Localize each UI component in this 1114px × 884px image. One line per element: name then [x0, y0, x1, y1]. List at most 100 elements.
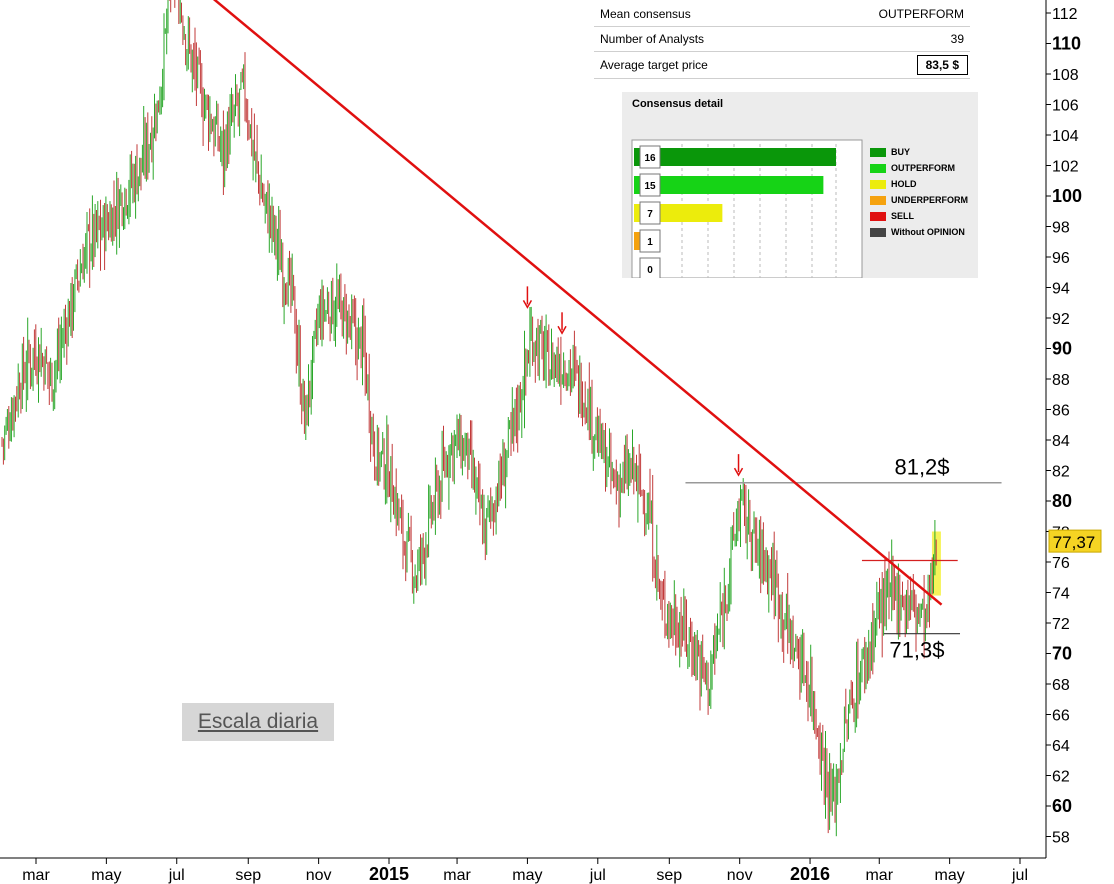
consensus-count-box	[639, 229, 661, 253]
consensus-bar	[634, 148, 836, 166]
consensus-count-box	[639, 145, 661, 169]
x-tick-label: mar	[22, 867, 50, 884]
arrow-head-icon	[522, 300, 533, 309]
x-tick-label: sep	[656, 867, 682, 884]
last-price-label: 77,37	[1053, 533, 1096, 552]
x-axis: mar may jul sep nov 2015 mar may jul sep nov 2016 ma…	[0, 857, 1046, 884]
y-tick-label: 86	[1052, 403, 1070, 420]
mean-consensus-row: Mean consensus OUTPERFORM	[594, 2, 970, 27]
y-tick-label: 104	[1052, 128, 1079, 145]
consensus-count-box	[639, 173, 661, 197]
y-tick-label: 94	[1052, 281, 1070, 298]
y-tick-label: 90	[1052, 339, 1072, 359]
y-tick-label: 100	[1052, 186, 1082, 206]
legend-swatch	[870, 195, 886, 205]
x-tick-label: may	[935, 867, 965, 884]
legend-item: SELL	[870, 208, 968, 224]
y-tick-label: 88	[1052, 372, 1070, 389]
y-tick-label: 70	[1052, 644, 1072, 664]
annotations: 77,37	[522, 286, 1102, 553]
consensus-table: Mean consensus OUTPERFORM Number of Anal…	[594, 2, 970, 79]
legend-swatch	[870, 227, 886, 237]
mean-consensus-label: Mean consensus	[600, 7, 691, 21]
x-tick-label: nov	[727, 867, 753, 884]
y-tick-label: 80	[1052, 491, 1072, 511]
target-price-value: 83,5 $	[916, 55, 968, 75]
target-price-label: Average target price	[600, 58, 708, 72]
x-tick-label: 2015	[369, 864, 409, 884]
y-tick-label: 84	[1052, 433, 1070, 450]
support-label: 71,3$	[889, 638, 944, 663]
x-tick-label: mar	[443, 867, 471, 884]
legend-label: BUY	[891, 147, 911, 157]
consensus-detail-title: Consensus detail	[632, 98, 724, 110]
y-tick-label: 74	[1052, 586, 1070, 603]
legend-label: HOLD	[891, 179, 917, 189]
legend-label: OUTPERFORM	[891, 163, 955, 173]
consensus-count-label: 1	[647, 237, 653, 248]
arrow-head-icon	[557, 325, 567, 335]
downtrend-line	[212, 0, 943, 606]
x-tick-label: nov	[306, 867, 332, 884]
legend-swatch	[870, 163, 886, 173]
y-axis: 5860626466687072747678808284868890929496…	[1045, 0, 1082, 858]
x-tick-label: sep	[235, 867, 261, 884]
consensus-count-label: 0	[647, 265, 653, 276]
y-tick-label: 60	[1052, 796, 1072, 816]
consensus-bar	[634, 176, 824, 194]
x-tick-label: may	[512, 867, 542, 884]
legend-item: BUY	[870, 144, 968, 160]
consensus-detail-panel: Consensus detail 16 15 7 1 0 BUY OUTPERFORM HO…	[622, 92, 978, 278]
mean-consensus-value: OUTPERFORM	[878, 7, 964, 21]
legend-item: UNDERPERFORM	[870, 192, 968, 208]
y-tick-label: 96	[1052, 250, 1070, 267]
legend-item: OUTPERFORM	[870, 160, 968, 176]
consensus-count-label: 7	[647, 209, 653, 220]
x-tick-label: 2016	[790, 864, 830, 884]
legend-swatch	[870, 211, 886, 221]
legend-label: SELL	[891, 211, 915, 221]
consensus-count-label: 15	[644, 181, 656, 192]
analysts-row: Number of Analysts 39	[594, 27, 970, 52]
consensus-count-label: 16	[644, 153, 656, 164]
consensus-count-box	[639, 201, 661, 225]
y-tick-label: 108	[1052, 67, 1079, 84]
arrow-head-icon	[733, 467, 744, 477]
last-price-box	[1048, 529, 1102, 553]
consensus-legend: BUY OUTPERFORM HOLD UNDERPERFORM SELL Without…	[870, 144, 968, 240]
legend-swatch	[870, 147, 886, 157]
y-tick-label: 72	[1052, 616, 1070, 633]
resistance-label: 81,2$	[894, 455, 949, 480]
legend-label: UNDERPERFORM	[891, 195, 969, 205]
y-tick-label: 66	[1052, 708, 1070, 725]
legend-item: HOLD	[870, 176, 968, 192]
y-tick-label: 82	[1052, 464, 1070, 481]
y-tick-label: 68	[1052, 677, 1070, 694]
analysts-label: Number of Analysts	[600, 32, 705, 46]
y-tick-label: 58	[1052, 830, 1070, 847]
y-tick-label: 92	[1052, 311, 1070, 328]
y-tick-label: 98	[1052, 220, 1070, 237]
x-tick-label: jul	[1011, 867, 1028, 884]
x-tick-label: may	[91, 867, 121, 884]
x-tick-label: jul	[168, 867, 185, 884]
legend-item: Without OPINION	[870, 224, 968, 240]
scale-label: Escala diaria	[182, 703, 334, 741]
consensus-bar-chart: 16 15 7 1 0	[631, 139, 863, 278]
level-lines: 81,2$ 71,3$	[212, 0, 1002, 663]
legend-label: Without OPINION	[891, 227, 965, 237]
consensus-count-box	[639, 257, 661, 278]
y-tick-label: 62	[1052, 769, 1070, 786]
x-tick-label: mar	[865, 867, 893, 884]
y-tick-label: 64	[1052, 738, 1070, 755]
analysts-value: 39	[950, 32, 964, 46]
legend-swatch	[870, 179, 886, 189]
y-tick-label: 102	[1052, 159, 1079, 176]
y-tick-label: 106	[1052, 98, 1079, 115]
y-tick-label: 76	[1052, 555, 1070, 572]
plot-area	[1, 0, 941, 837]
y-tick-label: 110	[1052, 34, 1081, 54]
x-tick-label: jul	[589, 867, 606, 884]
target-price-row: Average target price 83,5 $	[594, 52, 970, 79]
